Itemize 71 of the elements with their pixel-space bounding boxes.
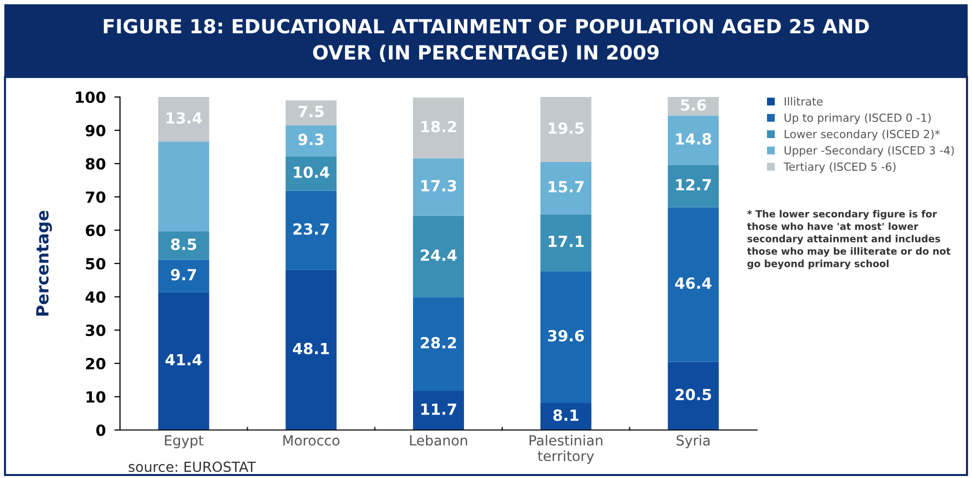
bar [286,270,337,430]
y-tick-label: 10 [86,391,106,403]
bar [540,162,592,214]
y-tick-label: 70 [86,191,106,203]
bar [413,391,464,430]
bar [286,190,337,270]
bar [286,100,337,126]
bar [668,164,719,208]
y-tick-label: 50 [86,258,106,270]
data-label: 18.2 [421,120,456,132]
data-label: 5.6 [680,99,706,111]
bar [540,97,592,162]
y-tick-label: 20 [86,358,106,370]
data-label: 8.1 [553,409,578,421]
bar [413,158,464,216]
y-axis-title: Percentage [36,210,52,316]
annotation: * The lower secondary figure is for those who have 'at most' lower secondary attainment and includes those who may be illiterate or do not go beyond primary school [747,210,950,270]
y-tick-label: 80 [86,158,106,170]
bar [668,116,719,165]
data-label: 13.4 [166,112,202,124]
legend-label: Tertiary (ISCED 5 -6) [784,162,896,173]
data-label: 46.4 [675,277,712,289]
bar [540,271,592,404]
bar [413,297,464,392]
data-label: 9.3 [298,134,324,146]
data-label: 23.7 [293,223,329,235]
bar [158,260,210,292]
x-tick-label: Syria [676,434,710,448]
bar [540,214,592,272]
data-label: 39.6 [548,330,584,342]
data-label: 10.4 [294,166,330,178]
data-label: 19.5 [548,122,584,134]
data-label: 15.7 [548,181,584,193]
x-tick-label: Egypt [165,435,204,448]
data-label: 17.1 [548,236,584,247]
x-tick-label: Palestinian territory [530,434,602,464]
data-label: 20.5 [676,388,712,400]
legend-label: Up to primary (ISCED 0 -1) [784,113,931,124]
data-label: 41.4 [166,354,202,366]
legend-label: Illitrate [784,97,823,106]
data-label: 24.4 [420,249,457,261]
y-tick-label: 60 [86,224,106,236]
y-tick-label: 100 [76,91,106,104]
bar [158,142,210,232]
bar [158,97,210,142]
data-label: 12.7 [676,178,711,190]
y-tick-label: 40 [86,291,106,303]
data-label: 7.5 [298,106,324,118]
bar [413,98,464,158]
source-note: source: EUROSTAT [128,462,256,472]
data-label: 48.1 [292,342,329,354]
data-label: 28.2 [420,336,456,349]
bar [158,232,210,260]
legend-label: Lower secondary (ISCED 2)* [784,130,940,140]
bar [158,292,210,430]
data-label: 17.3 [421,180,456,192]
bar [286,125,337,156]
bar [413,216,464,298]
x-tick-label: Lebanon [410,434,468,446]
data-label: 9.7 [170,268,196,280]
chart-title: FIGURE 18: EDUCATIONAL ATTAINMENT OF POPULATION AGED 25 AND OVER (IN PERCENTAGE) IN 2009 [104,18,869,62]
y-tick-label: 30 [86,324,106,336]
y-tick-label: 0 [96,424,106,436]
x-tick-label: Morocco [283,435,340,446]
bar [668,207,719,362]
bar [668,362,719,430]
data-label: 11.7 [421,404,456,415]
legend-label: Upper -Secondary (ISCED 3 -4) [784,146,954,157]
data-label: 14.8 [676,133,712,145]
data-label: 8.5 [171,238,196,250]
y-tick-label: 90 [86,124,106,136]
